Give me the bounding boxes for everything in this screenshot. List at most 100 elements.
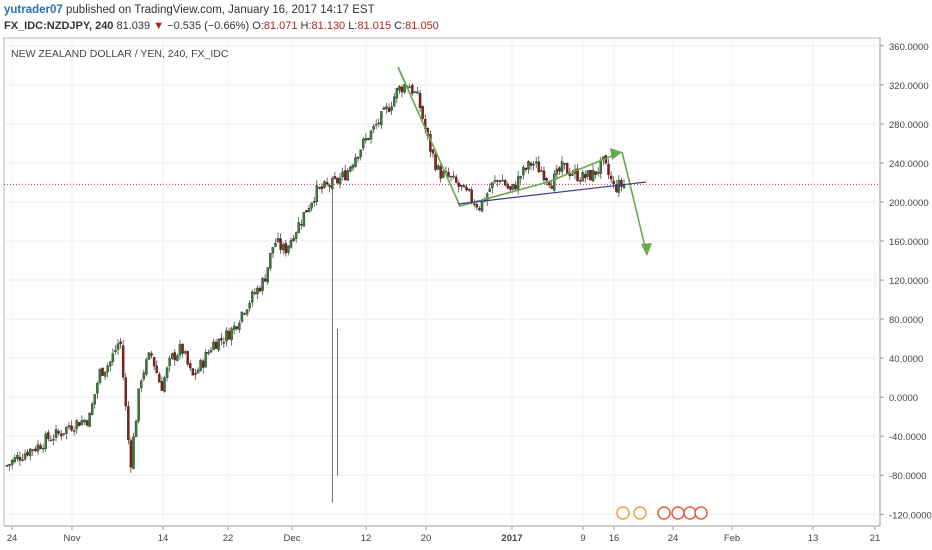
last-price: 81.039 xyxy=(116,20,151,32)
candle-body xyxy=(150,353,153,356)
y-tick-label: 40.0000 xyxy=(889,354,923,365)
candle-body xyxy=(245,309,249,315)
candle-body xyxy=(367,138,370,140)
event-flag-icon[interactable] xyxy=(683,506,697,520)
candle-body xyxy=(23,453,27,460)
candle-body xyxy=(227,331,231,340)
candle-body xyxy=(457,182,461,187)
price-change: −0.535 (−0.66%) xyxy=(167,20,250,32)
candle-body xyxy=(447,172,450,177)
candle-body xyxy=(248,302,251,309)
event-markers[interactable] xyxy=(616,506,708,520)
candle-body xyxy=(176,355,179,361)
candle-body xyxy=(158,373,161,383)
candle-body xyxy=(52,439,55,441)
candle-body xyxy=(473,203,476,205)
y-tick-label: -40.0000 xyxy=(889,432,927,443)
candle-body xyxy=(609,175,613,180)
plot-area[interactable] xyxy=(3,37,881,527)
candle-body xyxy=(212,341,215,350)
candle-body xyxy=(491,182,494,189)
candle-body xyxy=(380,111,383,126)
pattern-arrow-line[interactable] xyxy=(397,66,623,207)
candle-body xyxy=(8,464,11,466)
event-flag-icon[interactable] xyxy=(671,506,685,520)
candle-body xyxy=(96,383,99,394)
candle-body xyxy=(320,186,324,190)
pattern-arrow-line[interactable] xyxy=(397,66,412,97)
candle-body xyxy=(39,445,42,450)
x-tick-label: 13 xyxy=(808,533,819,544)
candle-body xyxy=(331,177,334,190)
candle-body xyxy=(307,208,311,213)
candle-body xyxy=(563,163,566,165)
candle-body xyxy=(385,106,388,109)
candle-body xyxy=(615,184,618,192)
event-flag-icon[interactable] xyxy=(633,506,647,520)
candle-body xyxy=(134,420,138,437)
x-tick-label: 16 xyxy=(609,533,620,544)
candle-body xyxy=(109,361,112,367)
candle-body xyxy=(374,124,378,126)
candle-body xyxy=(70,425,73,431)
candle-body xyxy=(310,202,313,209)
candle-body xyxy=(204,352,208,368)
candle-body xyxy=(85,420,89,426)
candle-body xyxy=(191,368,195,376)
candle-body xyxy=(418,92,422,109)
candle-body xyxy=(560,161,564,172)
publisher-username[interactable]: yutrader07 xyxy=(4,4,63,16)
open-value: 81.071 xyxy=(263,20,298,32)
candle-body xyxy=(333,176,337,179)
candles xyxy=(5,79,626,503)
candle-body xyxy=(57,431,60,434)
candle-body xyxy=(173,352,177,361)
candle-body xyxy=(493,180,497,182)
candle-body xyxy=(351,164,355,169)
candle-body xyxy=(553,173,556,191)
candle-body xyxy=(462,184,466,188)
candle-body xyxy=(594,171,597,175)
candle-body xyxy=(75,420,78,430)
candle-body xyxy=(413,91,417,93)
candle-body xyxy=(209,350,213,353)
projection-arrow-line[interactable] xyxy=(621,151,648,256)
candle-body xyxy=(142,372,146,380)
candle-body xyxy=(524,168,528,170)
candle-body xyxy=(186,351,189,365)
event-flag-icon[interactable] xyxy=(616,506,630,520)
candle-body xyxy=(408,86,411,89)
annotations[interactable] xyxy=(397,66,652,256)
event-flag-icon[interactable] xyxy=(694,506,708,520)
candle-body xyxy=(93,394,97,405)
candle-body xyxy=(98,369,102,383)
candle-body xyxy=(537,161,541,173)
candle-body xyxy=(454,176,458,183)
candle-body xyxy=(41,447,45,450)
candle-body xyxy=(431,149,435,154)
candle-body xyxy=(145,359,148,375)
high-value: 81.130 xyxy=(311,20,346,32)
y-tick-label: 200.0000 xyxy=(889,198,929,209)
candle-body xyxy=(372,125,375,130)
candle-body xyxy=(116,343,120,350)
candle-body xyxy=(364,138,368,141)
candle-body xyxy=(558,167,561,172)
candle-body xyxy=(163,377,166,392)
event-flag-icon[interactable] xyxy=(657,506,671,520)
candle-body xyxy=(421,106,424,119)
candle-body xyxy=(103,371,107,377)
candle-body xyxy=(400,86,404,93)
candle-body xyxy=(217,338,220,351)
candle-body xyxy=(129,440,133,468)
x-tick-label: 21 xyxy=(870,533,881,544)
candle-body xyxy=(111,353,115,362)
candle-body xyxy=(532,164,535,166)
symbol-label: FX_IDC:NZDJPY, 240 xyxy=(4,20,114,32)
candle-body xyxy=(292,238,295,241)
support-trendline[interactable] xyxy=(457,181,647,205)
candle-body xyxy=(13,457,16,463)
candle-body xyxy=(341,171,344,178)
candle-body xyxy=(90,403,94,415)
